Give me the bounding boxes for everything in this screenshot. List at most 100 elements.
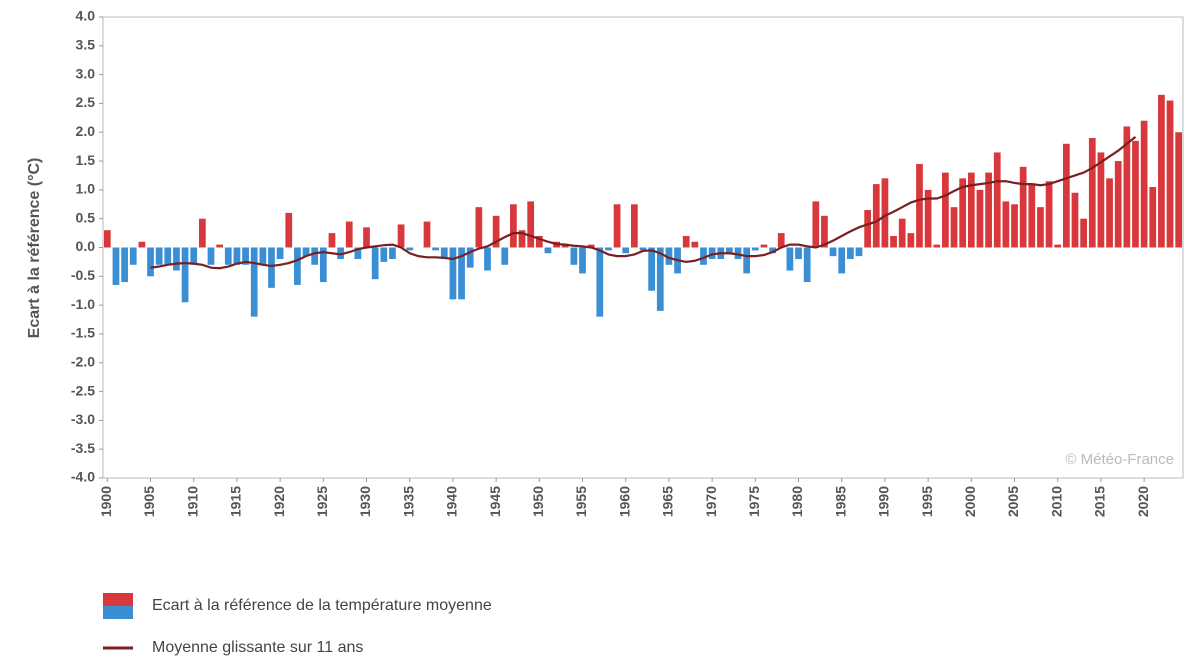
- bar: [1002, 201, 1010, 248]
- bar: [259, 247, 267, 265]
- bar: [268, 247, 275, 288]
- bar: [121, 247, 128, 283]
- bar: [829, 247, 837, 257]
- bar: [294, 247, 301, 285]
- bar: [1114, 161, 1122, 248]
- bar: [233, 247, 241, 265]
- x-tick-label: 1950: [530, 486, 546, 517]
- x-tick-label: 2005: [1005, 486, 1021, 517]
- y-tick-label: 0.5: [76, 209, 96, 225]
- x-tick-label: 1975: [746, 486, 762, 517]
- bar: [1071, 192, 1079, 248]
- bar: [103, 230, 111, 248]
- bar: [198, 218, 206, 248]
- bar: [959, 178, 967, 248]
- x-tick-label: 2015: [1092, 486, 1108, 517]
- y-tick-label: 0.0: [76, 238, 96, 254]
- x-tick-label: 1985: [832, 486, 848, 517]
- bar: [181, 247, 189, 303]
- bar: [544, 247, 552, 254]
- bar: [587, 244, 595, 248]
- x-tick-label: 1965: [660, 486, 676, 517]
- bar: [1097, 152, 1105, 248]
- bar: [207, 247, 215, 265]
- bar: [622, 247, 630, 254]
- bar: [1158, 94, 1165, 248]
- bar: [423, 221, 431, 248]
- bar: [397, 224, 405, 248]
- y-tick-label: -3.0: [71, 411, 95, 427]
- bar: [786, 247, 794, 271]
- bar: [613, 204, 621, 248]
- x-tick-label: 1905: [141, 486, 157, 517]
- bar: [138, 241, 146, 248]
- legend-label: Ecart à la référence de la température m…: [152, 597, 492, 614]
- bar: [648, 247, 656, 291]
- legend-label: Moyenne glissante sur 11 ans: [152, 639, 363, 656]
- bar: [147, 247, 154, 277]
- x-tick-label: 1980: [789, 486, 805, 517]
- bar: [319, 247, 327, 283]
- bar: [708, 247, 716, 260]
- y-tick-label: -1.0: [71, 296, 95, 312]
- x-tick-label: 1900: [98, 486, 114, 517]
- bar: [751, 247, 759, 251]
- bar: [872, 184, 880, 248]
- legend-swatch-negative: [103, 606, 133, 619]
- bar: [605, 247, 612, 251]
- bar: [846, 247, 854, 260]
- y-tick-label: -0.5: [71, 267, 95, 283]
- bar: [363, 227, 370, 248]
- x-tick-label: 1995: [919, 486, 935, 517]
- bar: [1166, 100, 1174, 248]
- bar: [354, 247, 362, 260]
- bar: [302, 247, 310, 257]
- bar: [769, 247, 776, 254]
- bar: [864, 210, 872, 248]
- bar: [458, 247, 465, 300]
- bar: [1019, 166, 1027, 248]
- bar: [535, 235, 543, 248]
- bar: [942, 172, 949, 248]
- bar: [743, 247, 751, 274]
- bar: [173, 247, 180, 271]
- bar: [276, 247, 284, 260]
- bar: [475, 207, 483, 248]
- bar: [527, 201, 535, 248]
- bar: [993, 152, 1001, 248]
- y-axis-label: Ecart à la référence (°C): [26, 158, 43, 339]
- bar: [406, 247, 414, 251]
- x-tick-label: 1990: [876, 486, 892, 517]
- bar: [691, 241, 699, 248]
- bar: [777, 233, 785, 248]
- y-tick-label: 1.5: [76, 152, 96, 168]
- x-tick-label: 1930: [357, 486, 373, 517]
- y-tick-label: -3.5: [71, 440, 95, 456]
- bar: [1123, 126, 1131, 248]
- bar: [337, 247, 344, 260]
- x-tick-label: 1955: [573, 486, 589, 517]
- bar: [855, 247, 863, 257]
- bar: [224, 247, 232, 265]
- bar: [596, 247, 604, 317]
- bar: [492, 215, 500, 248]
- bar: [1088, 138, 1096, 248]
- bar: [380, 247, 388, 262]
- x-tick-label: 1940: [444, 486, 460, 517]
- bar: [1045, 181, 1053, 248]
- bar: [1062, 143, 1070, 248]
- bar: [250, 247, 258, 317]
- bar: [881, 178, 889, 248]
- y-tick-label: -4.0: [71, 469, 95, 485]
- bar: [518, 230, 526, 248]
- bar: [579, 247, 586, 274]
- y-tick-label: 1.0: [76, 181, 96, 197]
- bar: [821, 215, 828, 248]
- bar: [760, 244, 768, 248]
- bar: [985, 172, 992, 248]
- y-tick-label: -2.0: [71, 353, 95, 369]
- bar: [1011, 204, 1018, 248]
- bar: [449, 247, 457, 300]
- bar: [501, 247, 509, 265]
